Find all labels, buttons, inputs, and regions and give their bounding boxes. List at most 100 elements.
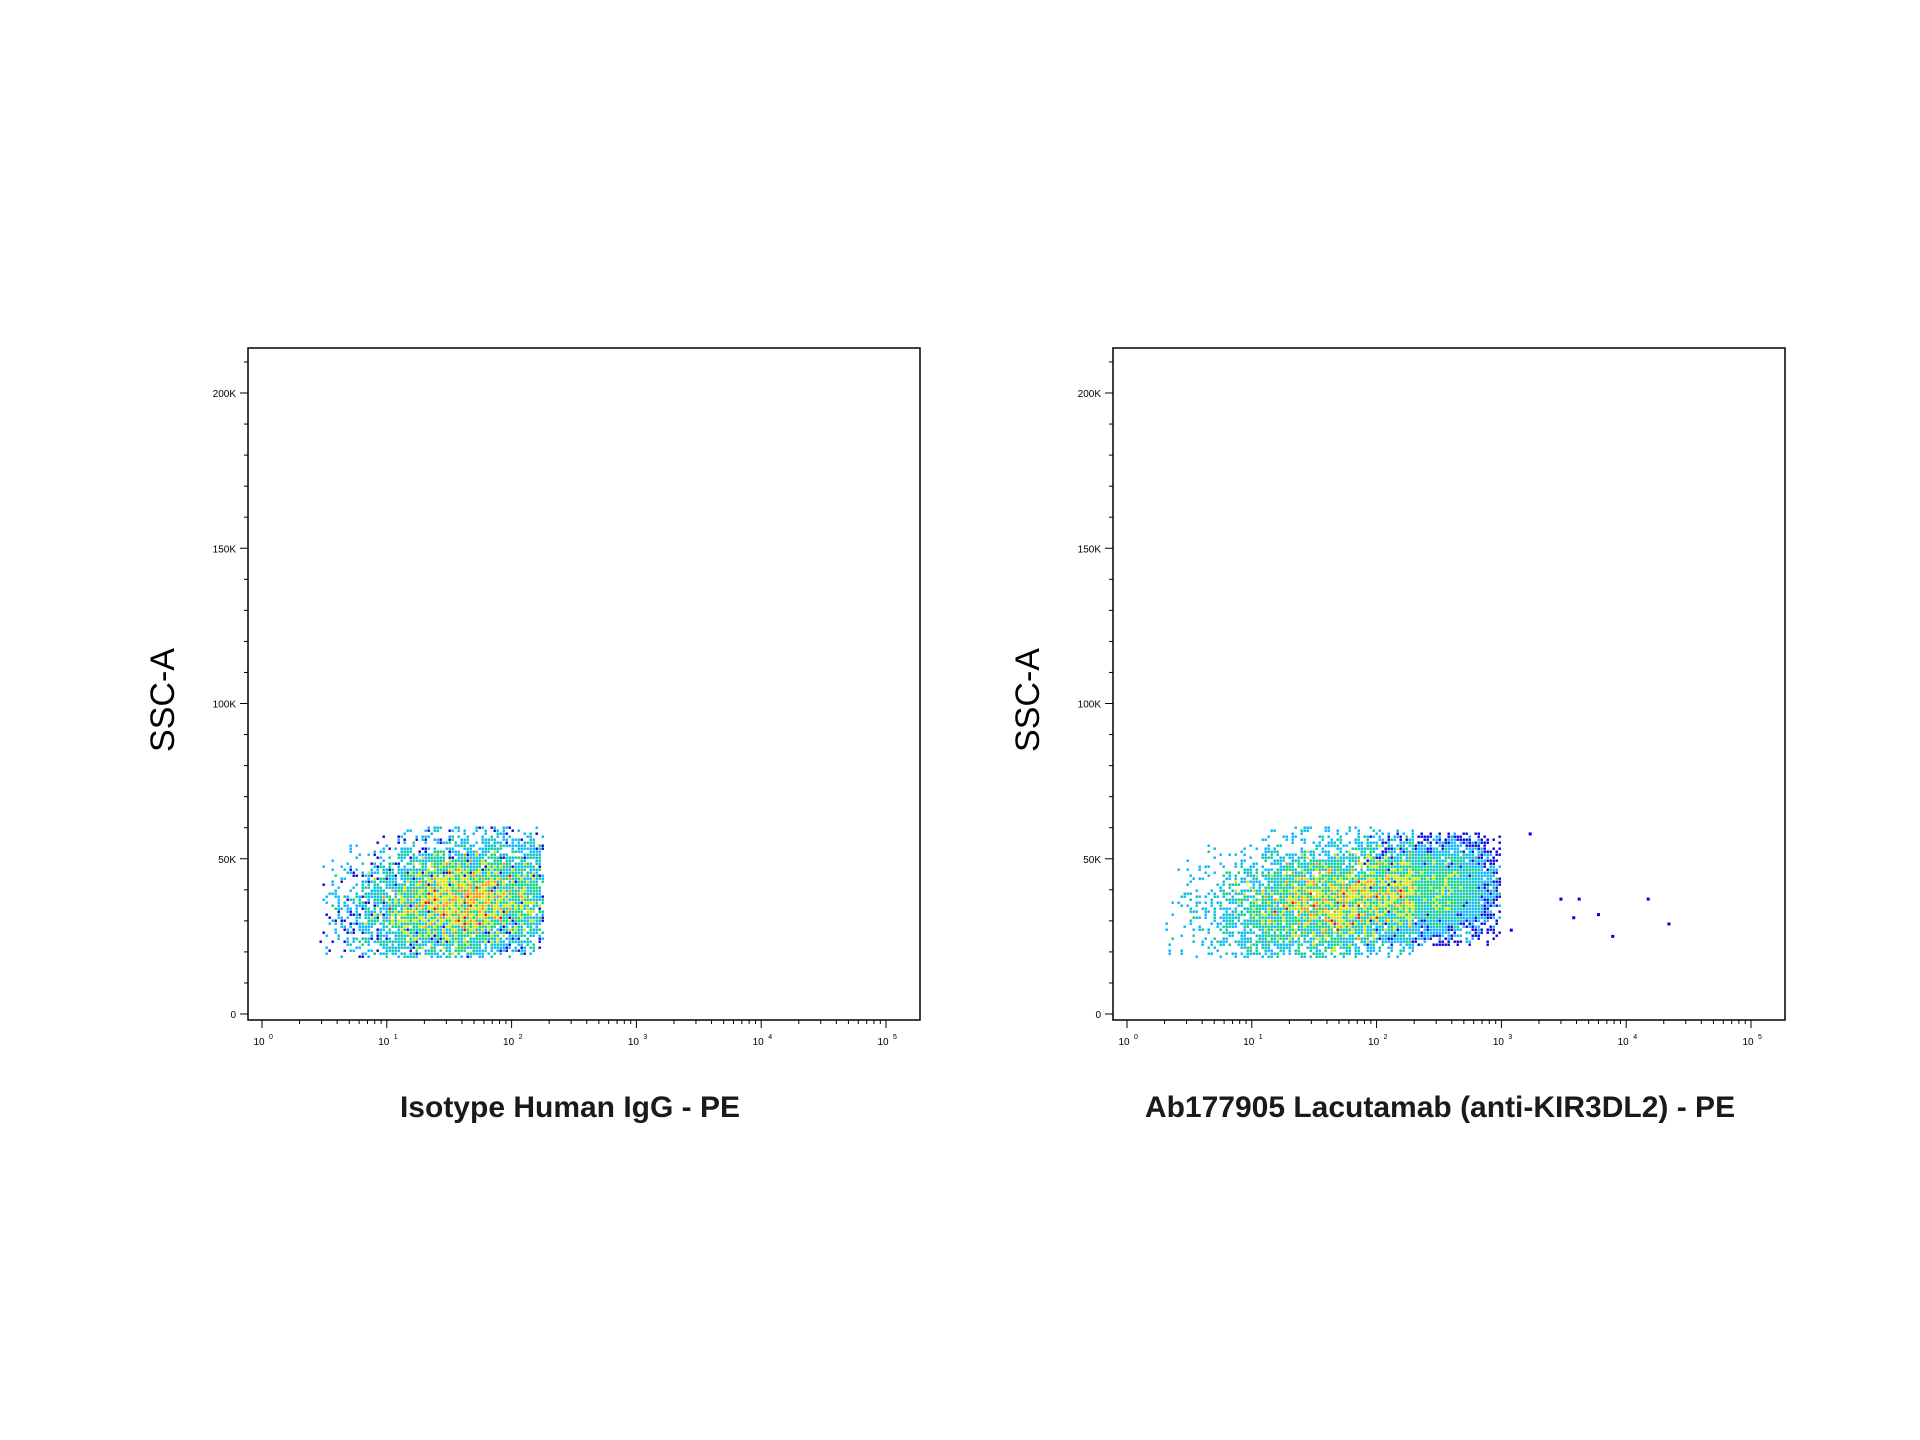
density-point	[466, 922, 469, 925]
density-point	[436, 901, 439, 904]
density-point	[1315, 868, 1318, 871]
density-point	[382, 898, 385, 901]
density-point	[412, 907, 415, 910]
density-point	[1222, 913, 1225, 916]
density-point	[1384, 880, 1387, 883]
density-point	[1267, 955, 1270, 958]
density-point	[1189, 898, 1192, 901]
density-point	[1276, 892, 1279, 895]
density-point	[1492, 871, 1495, 874]
density-point	[388, 901, 391, 904]
density-point	[1303, 895, 1306, 898]
density-point	[361, 871, 364, 874]
density-point	[427, 949, 430, 952]
density-point	[1243, 859, 1246, 862]
density-point	[1309, 886, 1312, 889]
density-point	[1390, 898, 1393, 901]
density-point	[1342, 934, 1345, 937]
density-point	[1402, 847, 1405, 850]
density-point	[1489, 853, 1492, 856]
density-point	[1264, 874, 1267, 877]
density-point	[1468, 859, 1471, 862]
density-point	[523, 841, 526, 844]
density-point	[382, 889, 385, 892]
density-point	[358, 925, 361, 928]
density-point	[1417, 901, 1420, 904]
density-point	[475, 871, 478, 874]
density-point	[1285, 913, 1288, 916]
density-point	[1459, 910, 1462, 913]
density-point	[337, 907, 340, 910]
density-point	[1441, 904, 1444, 907]
density-point	[448, 886, 451, 889]
density-point	[526, 922, 529, 925]
density-point	[499, 943, 502, 946]
density-point	[1261, 883, 1264, 886]
density-point	[1354, 922, 1357, 925]
density-point	[1306, 889, 1309, 892]
density-point	[1312, 886, 1315, 889]
density-point	[1300, 850, 1303, 853]
density-point	[532, 868, 535, 871]
density-point	[1285, 871, 1288, 874]
density-point	[1255, 943, 1258, 946]
density-point	[415, 892, 418, 895]
density-point	[517, 934, 520, 937]
density-point	[1459, 928, 1462, 931]
density-point	[409, 859, 412, 862]
density-point	[448, 859, 451, 862]
density-point	[1375, 940, 1378, 943]
density-point	[502, 895, 505, 898]
density-point	[502, 919, 505, 922]
density-point	[1258, 913, 1261, 916]
density-point	[394, 940, 397, 943]
density-point	[526, 847, 529, 850]
density-point	[382, 928, 385, 931]
density-point	[1390, 925, 1393, 928]
density-point	[1423, 868, 1426, 871]
density-point	[1441, 877, 1444, 880]
density-point	[445, 949, 448, 952]
density-point	[1384, 889, 1387, 892]
density-point	[376, 871, 379, 874]
density-point	[1279, 862, 1282, 865]
density-point	[1453, 841, 1456, 844]
density-point	[418, 904, 421, 907]
density-point	[508, 835, 511, 838]
density-point	[1420, 844, 1423, 847]
density-point	[382, 895, 385, 898]
density-point	[1300, 904, 1303, 907]
density-point	[1474, 883, 1477, 886]
density-point	[1489, 868, 1492, 871]
density-point	[1276, 925, 1279, 928]
density-point	[1303, 868, 1306, 871]
density-point	[541, 931, 544, 934]
density-point	[469, 880, 472, 883]
density-point	[1267, 883, 1270, 886]
density-point	[511, 925, 514, 928]
density-point	[430, 952, 433, 955]
density-point	[1222, 919, 1225, 922]
density-point	[478, 886, 481, 889]
density-point	[412, 916, 415, 919]
density-point	[1285, 862, 1288, 865]
density-point	[1291, 892, 1294, 895]
density-point	[478, 928, 481, 931]
density-point	[1279, 919, 1282, 922]
density-point	[1300, 925, 1303, 928]
density-point	[1318, 931, 1321, 934]
density-point	[1411, 904, 1414, 907]
density-point	[1270, 868, 1273, 871]
density-point	[1420, 865, 1423, 868]
density-point	[511, 829, 514, 832]
density-point	[394, 934, 397, 937]
density-point	[484, 907, 487, 910]
density-point	[361, 895, 364, 898]
density-point	[481, 916, 484, 919]
density-point	[448, 943, 451, 946]
density-point	[412, 892, 415, 895]
density-point	[1471, 880, 1474, 883]
density-point	[1240, 880, 1243, 883]
density-point	[1318, 871, 1321, 874]
density-point	[1342, 913, 1345, 916]
